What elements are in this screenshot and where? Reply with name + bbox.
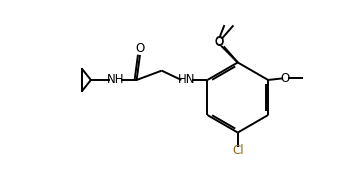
Text: O: O	[135, 42, 145, 56]
Text: Cl: Cl	[232, 144, 244, 157]
Text: O: O	[281, 72, 290, 85]
Text: O: O	[215, 36, 224, 49]
Text: O: O	[215, 35, 224, 48]
Text: NH: NH	[107, 73, 125, 86]
Text: HN: HN	[178, 73, 196, 86]
